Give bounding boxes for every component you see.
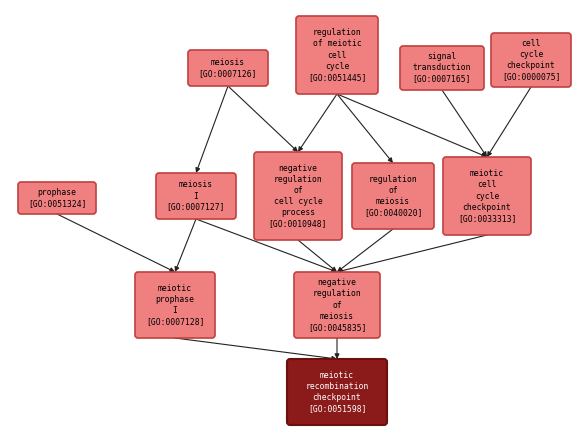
Text: meiotic
recombination
checkpoint
[GO:0051598]: meiotic recombination checkpoint [GO:005…	[305, 371, 369, 413]
Text: meiosis
[GO:0007126]: meiosis [GO:0007126]	[199, 58, 257, 78]
Text: negative
regulation
of
cell cycle
process
[GO:0010948]: negative regulation of cell cycle proces…	[269, 164, 327, 228]
FancyBboxPatch shape	[287, 359, 387, 425]
FancyBboxPatch shape	[443, 157, 531, 235]
Text: cell
cycle
checkpoint
[GO:0000075]: cell cycle checkpoint [GO:0000075]	[502, 39, 560, 81]
Text: meiotic
prophase
I
[GO:0007128]: meiotic prophase I [GO:0007128]	[146, 284, 204, 326]
Text: meiotic
cell
cycle
checkpoint
[GO:0033313]: meiotic cell cycle checkpoint [GO:003331…	[458, 169, 516, 223]
FancyBboxPatch shape	[294, 272, 380, 338]
FancyBboxPatch shape	[18, 182, 96, 214]
Text: prophase
[GO:0051324]: prophase [GO:0051324]	[28, 188, 86, 208]
FancyBboxPatch shape	[352, 163, 434, 229]
Text: signal
transduction
[GO:0007165]: signal transduction [GO:0007165]	[413, 52, 471, 84]
FancyBboxPatch shape	[400, 46, 484, 90]
FancyBboxPatch shape	[491, 33, 571, 87]
Text: meiosis
I
[GO:0007127]: meiosis I [GO:0007127]	[167, 181, 225, 211]
FancyBboxPatch shape	[254, 152, 342, 240]
Text: regulation
of
meiosis
[GO:0040020]: regulation of meiosis [GO:0040020]	[364, 175, 422, 217]
Text: negative
regulation
of
meiosis
[GO:0045835]: negative regulation of meiosis [GO:00458…	[308, 278, 366, 332]
FancyBboxPatch shape	[135, 272, 215, 338]
FancyBboxPatch shape	[188, 50, 268, 86]
Text: regulation
of meiotic
cell
cycle
[GO:0051445]: regulation of meiotic cell cycle [GO:005…	[308, 28, 366, 82]
FancyBboxPatch shape	[156, 173, 236, 219]
FancyBboxPatch shape	[296, 16, 378, 94]
